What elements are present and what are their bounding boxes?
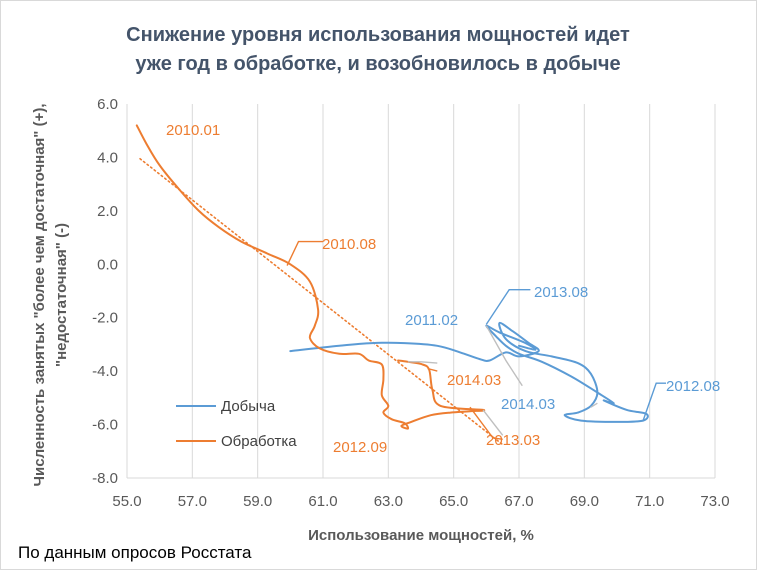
y-tick-label: 0.0 <box>97 256 118 273</box>
annotation-leader-0 <box>286 240 323 266</box>
x-tick-label: 55.0 <box>112 493 141 510</box>
series-line-obrabotka <box>135 124 486 430</box>
annotation-label: 2010.08 <box>322 236 376 253</box>
annotation-leader-7 <box>482 409 504 436</box>
chart-title-line-2: уже год в обработке, и возобновилось в д… <box>135 53 620 75</box>
y-tick-label: 2.0 <box>97 203 118 220</box>
annotation-leader-1 <box>485 289 531 325</box>
annotation-label: 2012.08 <box>666 378 720 395</box>
y-tick-label: -4.0 <box>92 363 118 380</box>
x-tick-label: 71.0 <box>635 493 664 510</box>
y-tick-label: 6.0 <box>97 96 118 113</box>
annotation-label: 2014.03 <box>501 396 555 413</box>
series-line-dobycha <box>289 321 649 423</box>
annotation-leader-4 <box>469 406 503 440</box>
legend-label: Добыча <box>221 398 276 415</box>
y-tick-label: -6.0 <box>92 417 118 434</box>
annotation-leader-6 <box>407 361 438 364</box>
y-tick-label: -2.0 <box>92 310 118 327</box>
source-note: По данным опросов Росстата <box>18 543 252 562</box>
x-tick-label: 69.0 <box>570 493 599 510</box>
x-tick-label: 61.0 <box>308 493 337 510</box>
annotation-label: 2014.03 <box>447 372 501 389</box>
annotation-label: 2011.02 <box>405 312 458 329</box>
x-tick-label: 59.0 <box>243 493 272 510</box>
legend-label: Обработка <box>221 433 297 450</box>
y-tick-label: 4.0 <box>97 149 118 166</box>
y-tick-label: -8.0 <box>92 470 118 487</box>
x-tick-label: 57.0 <box>178 493 207 510</box>
annotation-leader-3 <box>427 367 438 372</box>
annotation-leader-5 <box>485 325 523 387</box>
x-axis-title: Использование мощностей, % <box>308 527 534 544</box>
annotation-leader-2 <box>642 382 666 421</box>
annotation-label: 2012.09 <box>333 439 387 456</box>
annotation-leader-8 <box>590 402 598 408</box>
y-axis-title-line-1: Численность занятых "более чем достаточн… <box>31 104 48 487</box>
x-tick-label: 73.0 <box>700 493 729 510</box>
chart-title-line-1: Снижение уровня использования мощностей … <box>126 24 630 46</box>
annotation-label: 2013.03 <box>486 432 540 449</box>
x-tick-label: 63.0 <box>374 493 403 510</box>
y-axis-title-line-2: "недостаточная" (-) <box>53 223 70 367</box>
x-tick-label: 65.0 <box>439 493 468 510</box>
trendline-obrabotka <box>139 157 504 446</box>
annotation-label: 2013.08 <box>534 284 588 301</box>
annotation-label: 2010.01 <box>166 122 220 139</box>
x-tick-label: 67.0 <box>504 493 533 510</box>
